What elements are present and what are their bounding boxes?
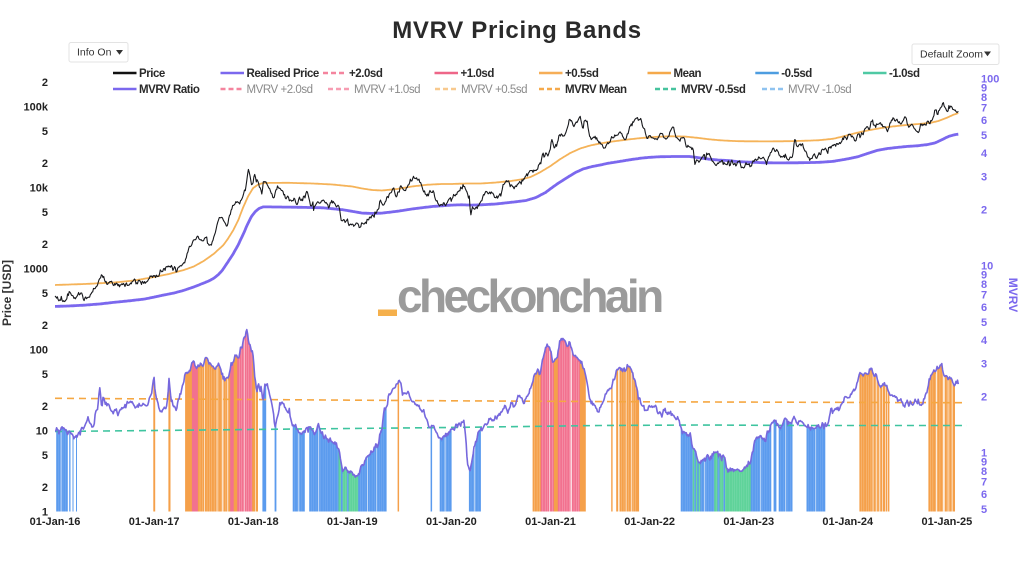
svg-text:2: 2 xyxy=(42,320,48,332)
svg-text:checkonchain: checkonchain xyxy=(397,270,662,322)
svg-text:3: 3 xyxy=(981,359,987,371)
svg-text:5: 5 xyxy=(42,369,48,381)
svg-text:2: 2 xyxy=(42,77,48,89)
svg-text:5: 5 xyxy=(981,317,987,329)
svg-text:MVRV -0.5sd: MVRV -0.5sd xyxy=(681,84,746,96)
svg-text:5: 5 xyxy=(981,504,987,516)
svg-text:6: 6 xyxy=(981,489,987,501)
svg-text:10k: 10k xyxy=(30,183,49,195)
svg-text:-0.5sd: -0.5sd xyxy=(781,68,812,80)
svg-text:10: 10 xyxy=(36,426,48,438)
svg-text:Default Zoom: Default Zoom xyxy=(920,49,983,61)
svg-text:7: 7 xyxy=(981,477,987,489)
svg-text:6: 6 xyxy=(981,302,987,314)
svg-text:5: 5 xyxy=(981,130,987,142)
svg-text:2: 2 xyxy=(981,204,987,216)
svg-text:01-Jan-24: 01-Jan-24 xyxy=(822,516,874,528)
svg-text:+0.5sd: +0.5sd xyxy=(565,68,599,80)
svg-text:MVRV -1.0sd: MVRV -1.0sd xyxy=(788,84,851,96)
svg-text:100k: 100k xyxy=(24,102,49,114)
svg-text:MVRV: MVRV xyxy=(1006,278,1020,312)
svg-text:2: 2 xyxy=(981,391,987,403)
svg-text:01-Jan-20: 01-Jan-20 xyxy=(426,516,477,528)
svg-text:MVRV Ratio: MVRV Ratio xyxy=(139,84,200,96)
svg-text:5: 5 xyxy=(42,126,48,138)
svg-text:5: 5 xyxy=(42,288,48,300)
svg-text:6: 6 xyxy=(981,115,987,127)
svg-text:2: 2 xyxy=(42,401,48,413)
svg-text:2: 2 xyxy=(42,158,48,170)
svg-text:MVRV +2.0sd: MVRV +2.0sd xyxy=(247,84,313,96)
svg-text:01-Jan-23: 01-Jan-23 xyxy=(723,516,774,528)
svg-text:01-Jan-25: 01-Jan-25 xyxy=(922,516,973,528)
svg-text:7: 7 xyxy=(981,290,987,302)
svg-text:4: 4 xyxy=(981,148,988,160)
svg-text:01-Jan-16: 01-Jan-16 xyxy=(30,516,81,528)
svg-text:2: 2 xyxy=(42,482,48,494)
svg-text:MVRV Mean: MVRV Mean xyxy=(565,84,627,96)
svg-text:Price [USD]: Price [USD] xyxy=(0,260,14,326)
svg-text:MVRV +1.0sd: MVRV +1.0sd xyxy=(354,84,420,96)
svg-text:4: 4 xyxy=(981,335,988,347)
svg-text:3: 3 xyxy=(981,172,987,184)
svg-text:MVRV Pricing Bands: MVRV Pricing Bands xyxy=(392,17,642,44)
svg-text:-1.0sd: -1.0sd xyxy=(889,68,920,80)
svg-text:01-Jan-22: 01-Jan-22 xyxy=(624,516,675,528)
svg-text:01-Jan-17: 01-Jan-17 xyxy=(129,516,180,528)
svg-text:2: 2 xyxy=(42,239,48,251)
svg-text:Info On: Info On xyxy=(77,47,112,59)
svg-text:1000: 1000 xyxy=(24,264,48,276)
svg-text:Realised Price: Realised Price xyxy=(247,68,319,80)
svg-text:7: 7 xyxy=(981,103,987,115)
svg-text:100: 100 xyxy=(30,345,48,357)
svg-text:01-Jan-19: 01-Jan-19 xyxy=(327,516,378,528)
svg-text:Price: Price xyxy=(139,68,165,80)
svg-text:Mean: Mean xyxy=(674,68,702,80)
svg-text:+1.0sd: +1.0sd xyxy=(461,68,495,80)
svg-text:01-Jan-21: 01-Jan-21 xyxy=(525,516,576,528)
svg-text:5: 5 xyxy=(42,207,48,219)
svg-text:01-Jan-18: 01-Jan-18 xyxy=(228,516,279,528)
svg-text:5: 5 xyxy=(42,450,48,462)
svg-text:MVRV +0.5sd: MVRV +0.5sd xyxy=(461,84,527,96)
svg-text:+2.0sd: +2.0sd xyxy=(349,68,383,80)
